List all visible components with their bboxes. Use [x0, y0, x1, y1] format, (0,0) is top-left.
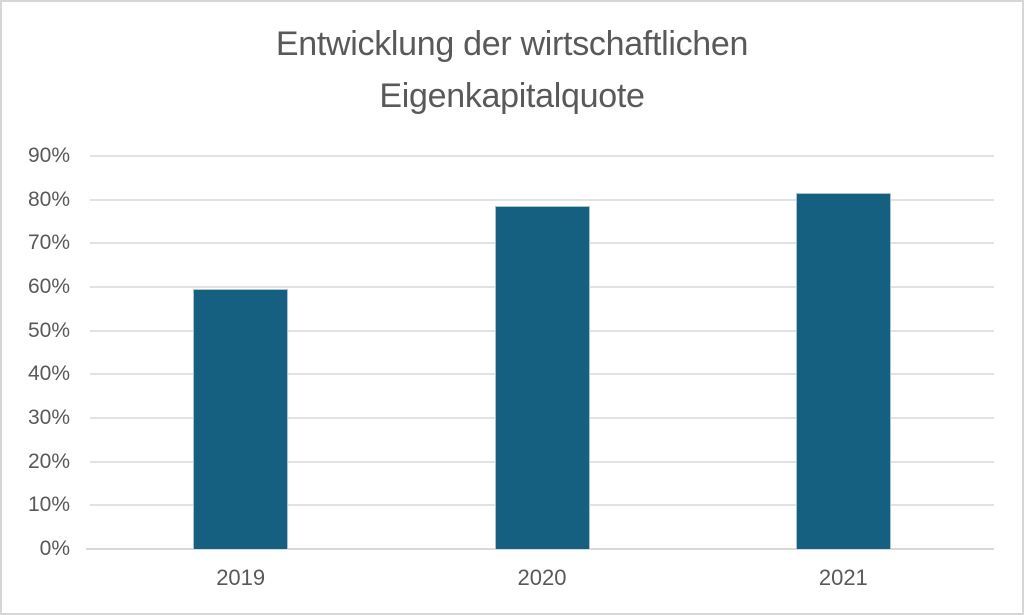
x-tick-label: 2019: [216, 565, 266, 590]
bar-2020[interactable]: [494, 206, 590, 549]
y-tick-label: 40%: [27, 362, 70, 386]
y-tick-label: 70%: [27, 231, 70, 255]
y-tick-label: 30%: [27, 406, 70, 429]
y-tick-label: 80%: [27, 187, 70, 211]
plot-area: [86, 155, 994, 550]
x-tick-label: 2020: [517, 565, 567, 590]
y-tick-label: 60%: [27, 275, 70, 298]
y-tick-label: 20%: [27, 449, 70, 473]
y-tick-label: 10%: [27, 493, 70, 517]
bar-2019[interactable]: [193, 289, 289, 549]
x-axis-line: [86, 548, 994, 550]
y-tick-label: 90%: [27, 144, 70, 167]
y-tick-label: 50%: [27, 318, 70, 342]
x-tick-label: 2021: [818, 565, 868, 590]
bar-2021[interactable]: [795, 193, 891, 549]
y-tick-label: 0%: [39, 537, 70, 560]
chart-title: Entwicklung der wirtschaftlichen Eigenka…: [275, 25, 749, 115]
gridline: [90, 155, 994, 157]
gridline: [90, 198, 994, 201]
